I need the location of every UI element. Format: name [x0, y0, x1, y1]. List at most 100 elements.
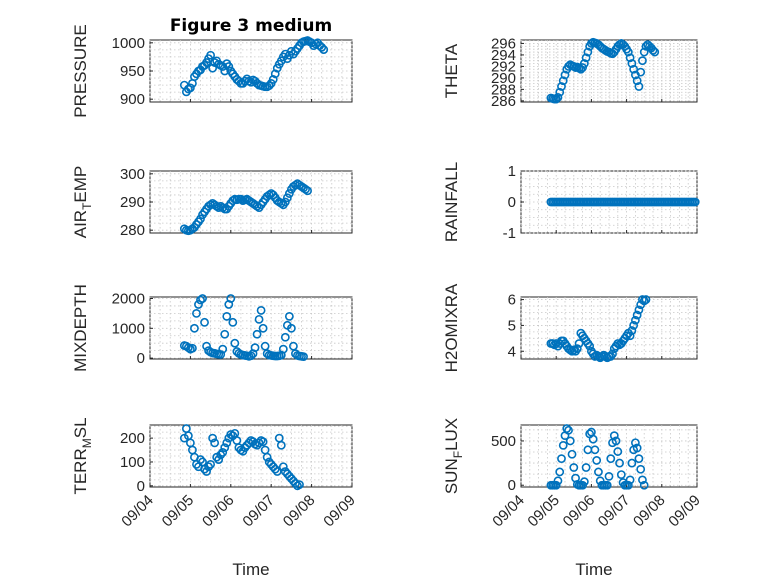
- y-tick-label: 292: [491, 58, 516, 75]
- data-point: [638, 56, 647, 66]
- data-point: [615, 458, 624, 468]
- y-tick-label: -1: [503, 225, 516, 242]
- y-axis-label: H2OMIXRA: [442, 283, 461, 372]
- data-point: [299, 352, 308, 362]
- data-point: [629, 321, 639, 330]
- data-point: [639, 480, 649, 490]
- data-point: [551, 480, 561, 490]
- data-point: [579, 477, 589, 487]
- data-point: [222, 438, 232, 448]
- y-tick-label: 1: [508, 163, 516, 180]
- data-point: [188, 343, 197, 353]
- data-point: [632, 443, 642, 453]
- x-tick-label: 09/06: [199, 492, 238, 531]
- series-markers: [546, 424, 649, 490]
- data-point: [196, 295, 205, 305]
- data-point: [604, 471, 614, 481]
- y-axis-label: AIRTEMP: [71, 166, 94, 239]
- data-point: [210, 438, 220, 448]
- data-point: [560, 70, 570, 80]
- y-tick-label: 294: [491, 47, 516, 64]
- data-point: [276, 440, 286, 450]
- subplot-air-temp: 280 290 300 AIRTEMP: [71, 166, 353, 239]
- data-point: [190, 323, 199, 333]
- data-point: [218, 344, 228, 354]
- y-tick-label: 290: [491, 70, 516, 87]
- data-point: [632, 76, 642, 86]
- data-point: [208, 63, 218, 73]
- data-point: [572, 344, 582, 354]
- subplot-h2omixra: 4 5 6 H2OMIXRA: [442, 283, 698, 372]
- data-point: [567, 449, 577, 459]
- data-point: [284, 311, 294, 321]
- data-point: [196, 455, 205, 464]
- data-point: [218, 448, 228, 457]
- data-point: [555, 87, 565, 97]
- y-axis-label: RAINFALL: [442, 162, 461, 242]
- data-point: [609, 431, 619, 441]
- data-point: [641, 41, 651, 51]
- y-tick-label: 300: [120, 166, 145, 183]
- data-point: [224, 62, 234, 71]
- y-tick-label: 288: [491, 81, 516, 98]
- figure-title: Figure 3 medium: [170, 16, 332, 36]
- data-point: [613, 447, 623, 456]
- data-point: [555, 467, 565, 477]
- series-markers: [179, 179, 312, 236]
- y-tick-label: 1000: [112, 320, 145, 337]
- x-tick-label: 09/09: [665, 492, 704, 531]
- data-point: [240, 76, 250, 86]
- data-point: [264, 81, 274, 91]
- y-tick-label: 1000: [112, 35, 145, 52]
- data-point: [220, 329, 230, 339]
- data-point: [611, 436, 621, 446]
- y-axis-label: SUNFLUX: [442, 418, 465, 494]
- data-point: [194, 300, 203, 309]
- data-point: [280, 197, 290, 207]
- data-point: [183, 343, 193, 353]
- data-point: [629, 64, 639, 74]
- data-point: [557, 82, 566, 91]
- y-tick-label: 286: [491, 93, 516, 110]
- data-point: [254, 314, 264, 324]
- data-point: [553, 93, 563, 102]
- data-point: [623, 47, 633, 57]
- x-tick-label: 09/04: [489, 492, 528, 531]
- data-point: [639, 296, 649, 306]
- data-point: [206, 50, 215, 60]
- y-tick-label: 900: [120, 91, 145, 108]
- data-point: [606, 454, 616, 464]
- data-point: [291, 479, 300, 488]
- y-tick-label: 0: [137, 350, 145, 367]
- data-point: [623, 480, 633, 490]
- data-point: [578, 63, 587, 72]
- data-point: [270, 69, 280, 79]
- data-point: [553, 476, 563, 486]
- data-point: [208, 433, 218, 443]
- subplot-mixdepth: 0 1000 2000 MIXDEPTH: [71, 284, 353, 372]
- data-point: [192, 308, 201, 318]
- x-tick-label: 09/08: [630, 492, 669, 531]
- data-point: [286, 323, 296, 333]
- data-point: [319, 45, 329, 54]
- data-point: [608, 349, 617, 359]
- data-point: [216, 350, 226, 359]
- y-tick-label: 5: [508, 317, 516, 334]
- y-axis-label: PRESSURE: [71, 24, 90, 118]
- grid: [520, 170, 698, 234]
- data-point: [246, 77, 256, 87]
- data-point: [616, 470, 626, 479]
- data-point: [222, 311, 232, 321]
- data-point: [632, 310, 642, 320]
- series-markers: [179, 294, 308, 362]
- y-tick-label: 6: [508, 292, 516, 309]
- y-axis-label: MIXDEPTH: [71, 284, 90, 372]
- data-point: [216, 450, 226, 460]
- data-point: [244, 438, 254, 448]
- data-point: [590, 445, 600, 455]
- data-point: [278, 344, 288, 354]
- y-tick-label: 290: [120, 194, 145, 211]
- data-point: [602, 480, 612, 490]
- y-tick-label: 0: [137, 478, 145, 495]
- data-point: [226, 294, 236, 303]
